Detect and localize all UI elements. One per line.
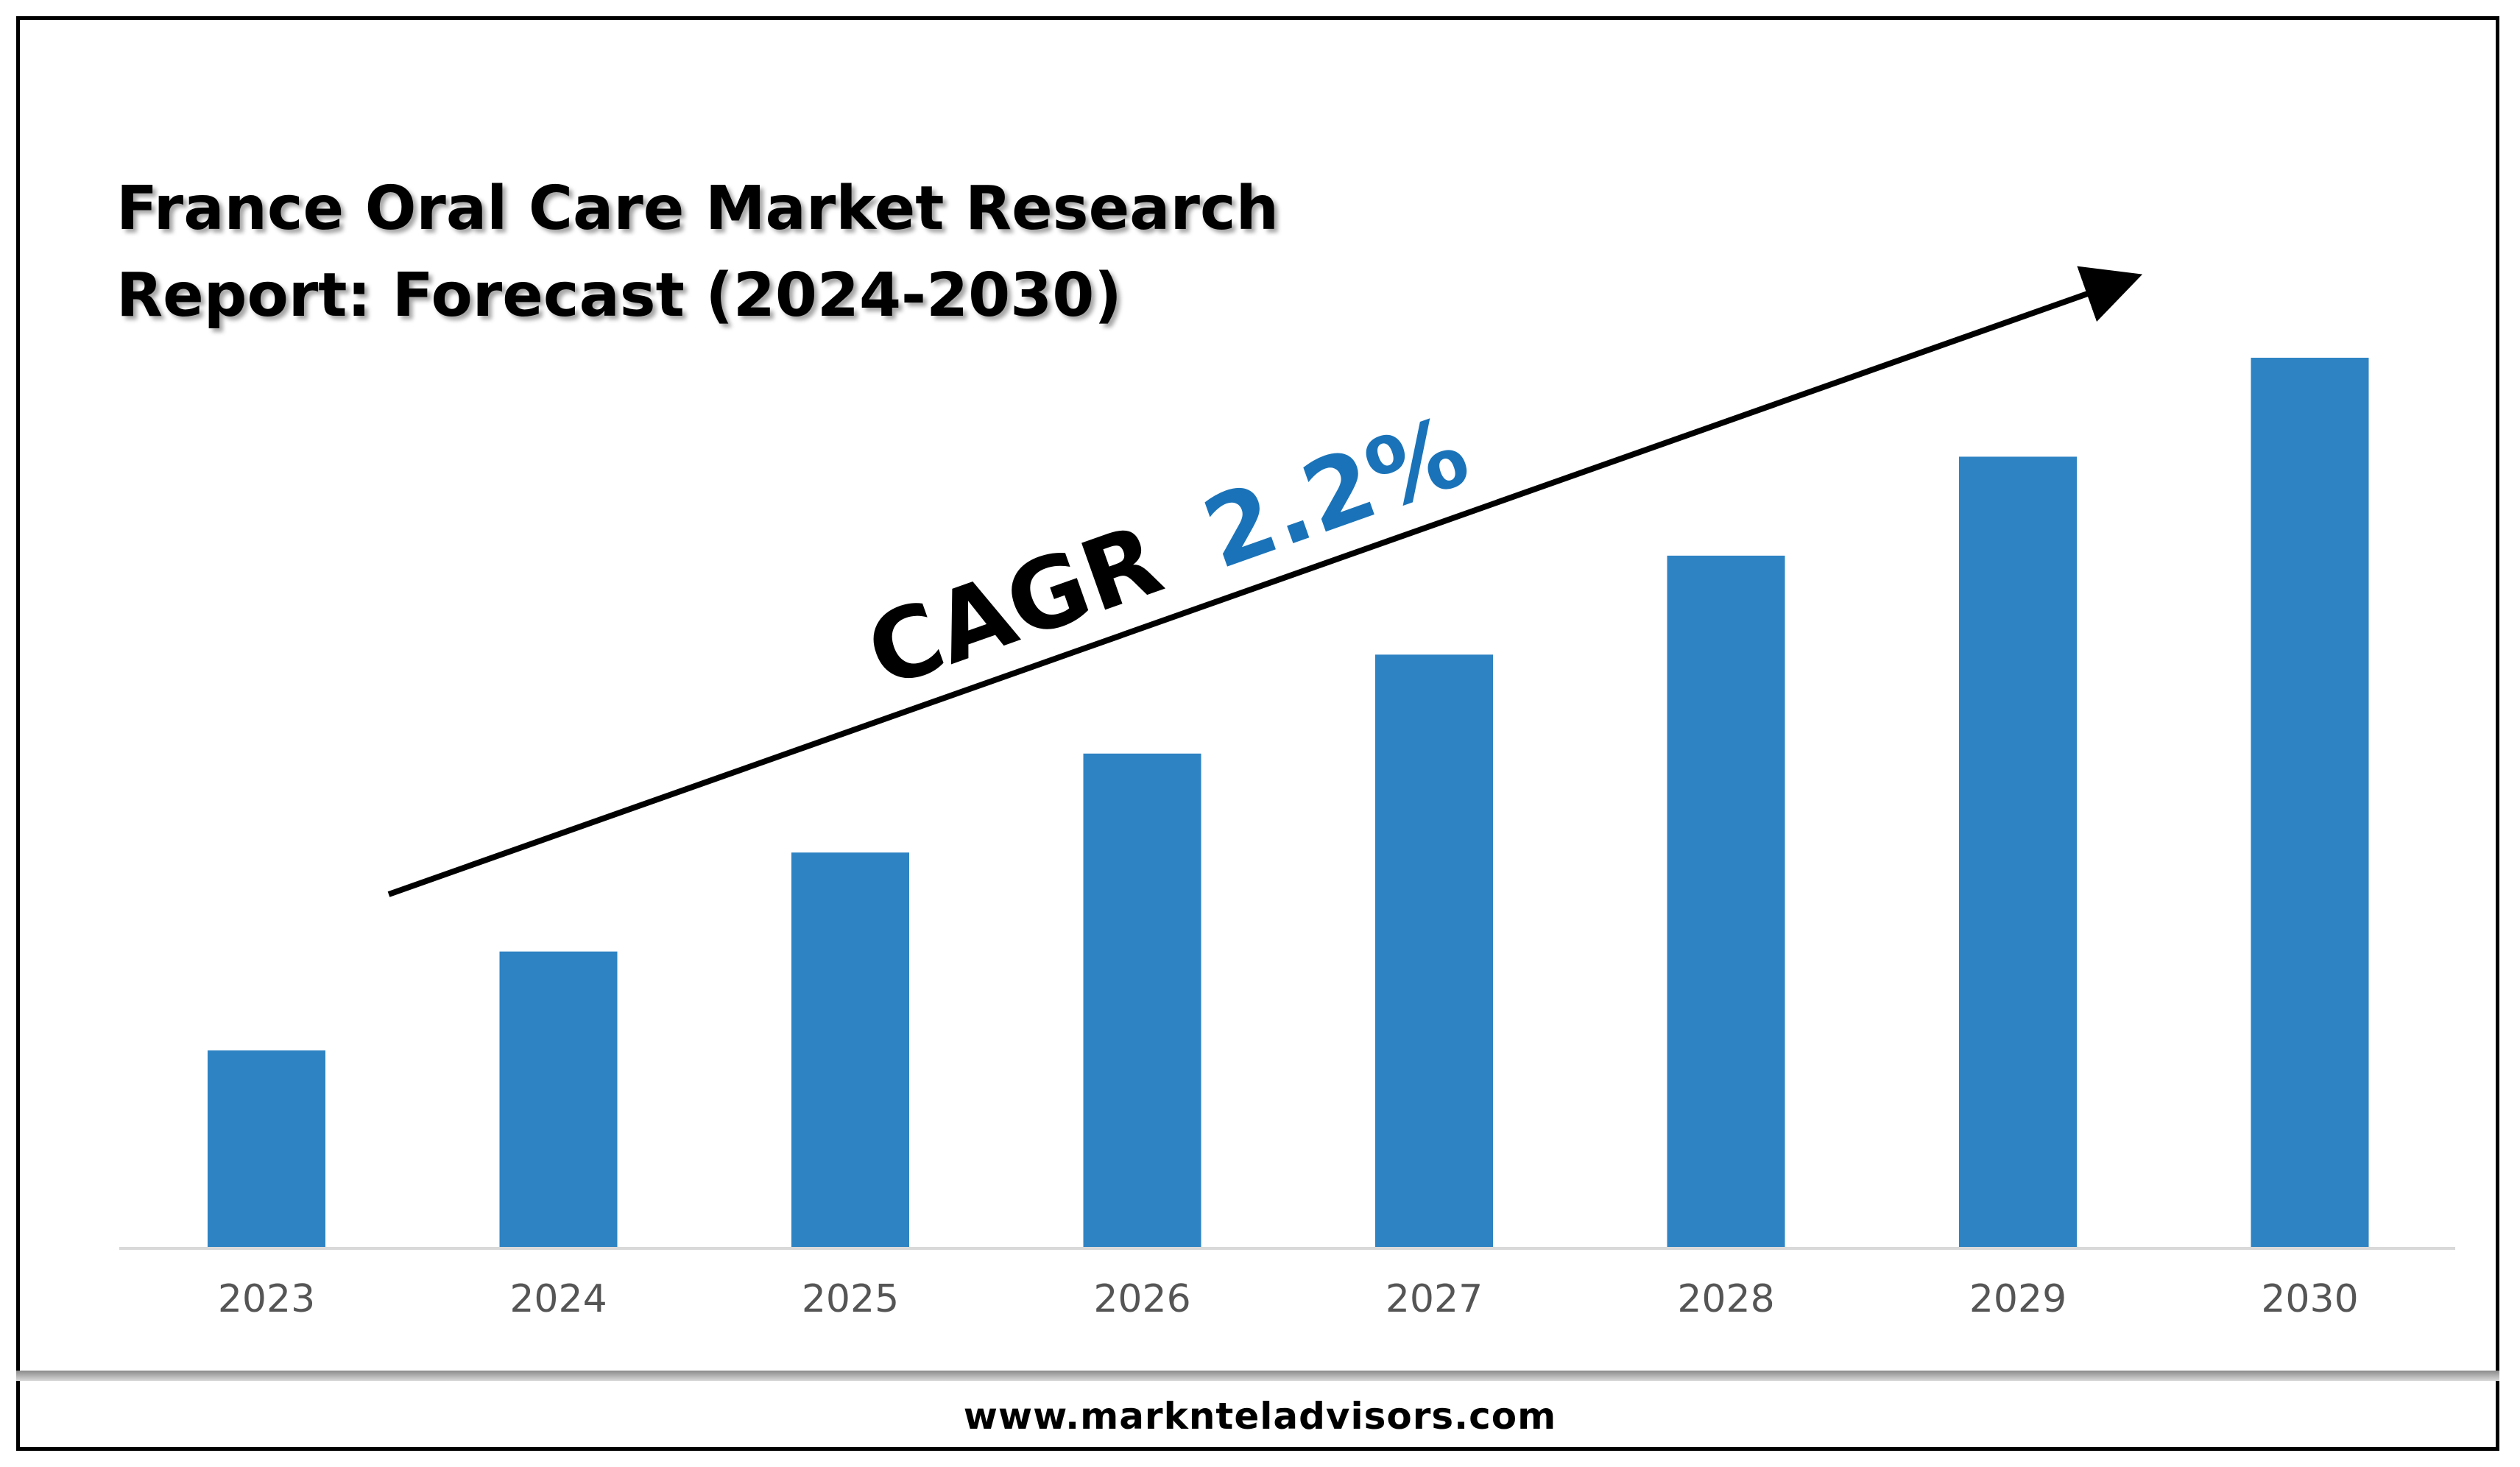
title-line-2: Report: Forecast (2024-2030) <box>116 261 1122 330</box>
title-line-1: France Oral Care Market Research <box>116 174 1279 244</box>
chart-frame <box>16 16 2499 1451</box>
bar-2025 <box>791 852 909 1248</box>
x-tick-2029: 2029 <box>1969 1277 2067 1321</box>
bar-2027 <box>1375 654 1493 1248</box>
x-tick-2027: 2027 <box>1386 1277 1483 1321</box>
x-tick-2024: 2024 <box>509 1277 607 1321</box>
x-tick-2023: 2023 <box>218 1277 315 1321</box>
cagr-label: CAGR <box>853 503 1175 710</box>
x-tick-labels: 2023 2024 2025 2026 2027 2028 2029 2030 <box>218 1277 2359 1321</box>
chart-title: France Oral Care Market Research Report:… <box>116 166 1279 339</box>
bar-2030 <box>2251 358 2369 1248</box>
bar-2024 <box>499 951 618 1248</box>
bar-2026 <box>1083 753 1201 1248</box>
x-tick-2028: 2028 <box>1677 1277 1774 1321</box>
x-tick-2030: 2030 <box>2261 1277 2358 1321</box>
trend-arrow <box>387 266 2143 897</box>
x-tick-2026: 2026 <box>1093 1277 1190 1321</box>
footer-divider <box>16 1371 2499 1381</box>
bar-2028 <box>1667 555 1785 1248</box>
x-tick-2025: 2025 <box>802 1277 899 1321</box>
bar-2023 <box>208 1050 325 1248</box>
footer-url: www.marknteladvisors.com <box>963 1395 1557 1438</box>
bars-group <box>208 358 2369 1248</box>
bar-2029 <box>1959 456 2077 1248</box>
